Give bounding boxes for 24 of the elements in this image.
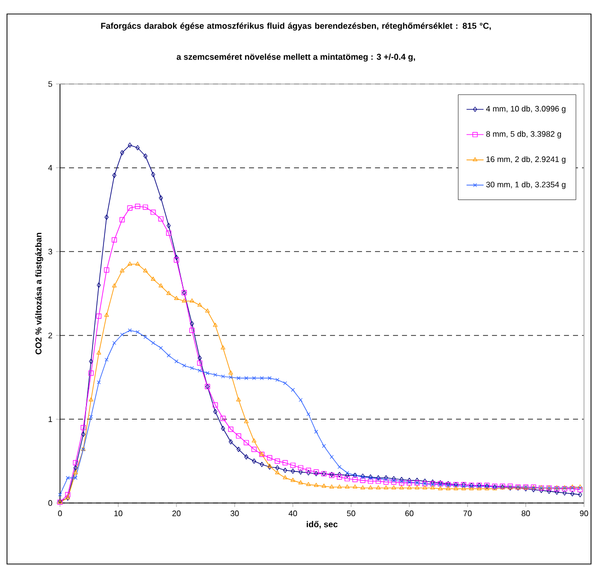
- y-axis-title: CO2 % változása a füstgázban: [35, 232, 44, 354]
- y-tick-label: 2: [48, 332, 52, 338]
- legend-label: 30 mm, 1 db, 3.2354 g: [486, 181, 566, 189]
- x-tick-label: 70: [464, 510, 472, 516]
- x-tick-label: 40: [288, 510, 298, 516]
- y-tick-label: 5: [48, 81, 52, 87]
- x-tick-label: 30: [230, 510, 239, 516]
- x-tick-label: 90: [580, 510, 588, 516]
- x-tick-label: 80: [522, 510, 530, 516]
- x-tick-label: 10: [114, 510, 122, 516]
- y-tick-label: 0: [48, 500, 52, 506]
- chart-title: Faforgács darabok égése atmoszférikus fluid ágyas berendezésben, réteghőmérséklet : 815 °C,: [101, 22, 491, 31]
- legend-label: 8 mm, 5 db, 3.3982 g: [486, 130, 561, 138]
- x-tick-label: 20: [172, 510, 181, 516]
- x-tick-label: 0: [58, 510, 62, 516]
- y-tick-label: 4: [48, 165, 52, 171]
- x-tick-label: 50: [346, 510, 356, 516]
- legend-label: 4 mm, 10 db, 3.0996 g: [486, 106, 566, 114]
- chart-subtitle: a szemcseméret növelése mellett a mintatömeg : 3 +/-0.4 g,: [176, 54, 415, 62]
- y-tick-label: 1: [48, 416, 52, 422]
- x-axis-title: idő, sec: [306, 521, 338, 528]
- x-tick-label: 60: [405, 510, 414, 516]
- y-tick-label: 3: [48, 248, 52, 254]
- legend-label: 16 mm, 2 db, 2.9241 g: [486, 156, 566, 164]
